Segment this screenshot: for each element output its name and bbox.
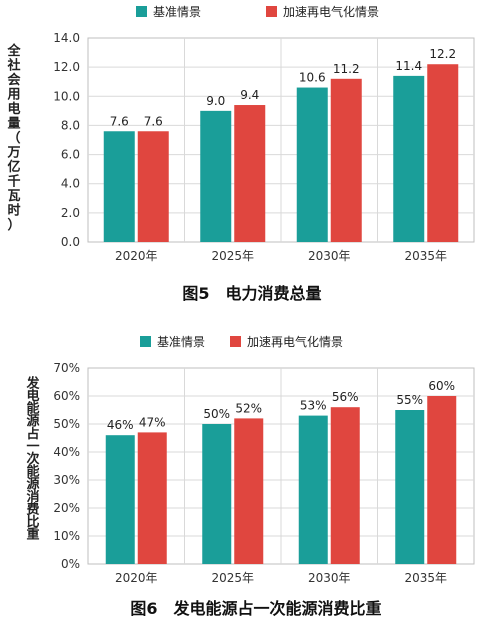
figure-caption: 图5 电力消费总量	[182, 284, 321, 303]
x-tick-label: 2030年	[308, 249, 351, 263]
legend-swatch-1	[136, 6, 147, 17]
svg-text:瓦: 瓦	[7, 189, 20, 204]
y-tick-label: 50%	[53, 417, 80, 431]
y-tick-label: 12.0	[53, 60, 80, 74]
svg-text:电: 电	[7, 101, 20, 117]
y-tick-label: 60%	[53, 389, 80, 403]
data-label: 56%	[332, 390, 359, 404]
svg-text:（: （	[7, 130, 20, 146]
bar-1	[105, 435, 135, 564]
legend-label-2: 加速再电气化情景	[247, 334, 343, 349]
bar-2	[234, 418, 264, 564]
svg-text:用: 用	[6, 88, 20, 103]
bar-2	[137, 131, 169, 242]
data-label: 11.4	[395, 59, 422, 73]
svg-text:费: 费	[26, 501, 39, 517]
y-tick-label: 8.0	[61, 118, 80, 132]
data-label: 55%	[396, 393, 423, 407]
legend-swatch-2	[230, 336, 241, 347]
legend-label-1: 基准情景	[153, 5, 201, 19]
svg-text:源: 源	[26, 413, 39, 429]
bar-1	[200, 110, 232, 242]
data-label: 9.0	[206, 94, 225, 108]
y-tick-label: 4.0	[61, 177, 80, 191]
y-tick-label: 40%	[53, 445, 80, 459]
legend-label-1: 基准情景	[157, 335, 205, 349]
svg-text:源: 源	[26, 476, 39, 492]
svg-text:量: 量	[7, 117, 20, 132]
svg-text:千: 千	[7, 174, 20, 190]
y-axis-label: 发电能源占一次能源消费比重	[25, 375, 40, 542]
legend-label-2: 加速再电气化情景	[283, 4, 379, 19]
bar-1	[395, 410, 425, 564]
svg-text:电: 电	[26, 388, 39, 404]
data-label: 11.2	[333, 62, 360, 76]
legend-swatch-2	[266, 6, 277, 17]
bar-2	[137, 432, 167, 564]
data-label: 52%	[235, 401, 262, 415]
x-tick-label: 2020年	[115, 249, 158, 263]
x-tick-label: 2025年	[211, 249, 254, 263]
y-tick-label: 2.0	[61, 206, 80, 220]
svg-text:）: ）	[7, 217, 20, 233]
legend-swatch-1	[140, 336, 151, 347]
x-tick-label: 2030年	[308, 571, 351, 585]
electricity-consumption-chart: 基准情景 加速再电气化情景 0.0 2.0 4.0 6.0 8.0 10.0 12.0 14.0 7…	[6, 4, 475, 303]
svg-text:能: 能	[26, 464, 39, 480]
bar-1	[296, 87, 328, 243]
y-tick-label: 6.0	[61, 148, 80, 162]
bar-1	[103, 131, 135, 242]
data-label: 9.4	[240, 88, 259, 102]
svg-text:比: 比	[26, 514, 39, 530]
x-tick-label: 2035年	[404, 249, 447, 263]
data-label: 50%	[203, 407, 230, 421]
bar-1	[393, 75, 425, 242]
bar-2	[330, 407, 360, 564]
bar-2	[234, 105, 266, 243]
data-label: 7.6	[144, 114, 163, 128]
bar-1	[298, 415, 328, 564]
y-tick-label: 20%	[53, 501, 80, 515]
power-generation-share-chart: 基准情景 加速再电气化情景 0% 10% 20% 30% 40% 50% 60% 70% 46% 47…	[25, 334, 475, 618]
svg-text:时: 时	[7, 203, 20, 219]
x-tick-label: 2020年	[115, 571, 158, 585]
data-label: 46%	[107, 418, 134, 432]
svg-text:全: 全	[6, 43, 21, 59]
figure-caption: 图6 发电能源占一次能源消费比重	[130, 599, 381, 618]
data-label: 12.2	[429, 47, 456, 61]
svg-text:消: 消	[26, 489, 39, 505]
y-tick-label: 0.0	[61, 235, 80, 249]
x-tick-label: 2035年	[404, 571, 447, 585]
svg-text:会: 会	[7, 72, 21, 88]
bar-2	[330, 78, 362, 242]
bar-1	[202, 424, 232, 564]
y-tick-label: 0%	[61, 557, 80, 571]
svg-text:社: 社	[6, 58, 20, 74]
y-tick-label: 30%	[53, 473, 80, 487]
svg-text:重: 重	[26, 527, 39, 543]
y-tick-label: 14.0	[53, 31, 80, 45]
svg-text:万: 万	[6, 146, 20, 161]
data-label: 10.6	[299, 71, 326, 85]
svg-text:亿: 亿	[7, 159, 20, 175]
svg-text:占: 占	[26, 426, 39, 442]
data-label: 60%	[428, 379, 455, 393]
bar-2	[427, 64, 459, 242]
svg-text:发: 发	[25, 375, 40, 391]
svg-text:能: 能	[26, 401, 39, 417]
data-label: 7.6	[110, 114, 129, 128]
svg-text:一: 一	[26, 439, 39, 454]
y-tick-label: 10.0	[53, 89, 80, 103]
x-tick-label: 2025年	[211, 571, 254, 585]
bar-2	[427, 396, 457, 564]
svg-text:次: 次	[26, 451, 39, 467]
y-tick-label: 10%	[53, 529, 80, 543]
data-label: 47%	[139, 415, 166, 429]
data-label: 53%	[300, 399, 327, 413]
y-tick-label: 70%	[53, 361, 80, 375]
